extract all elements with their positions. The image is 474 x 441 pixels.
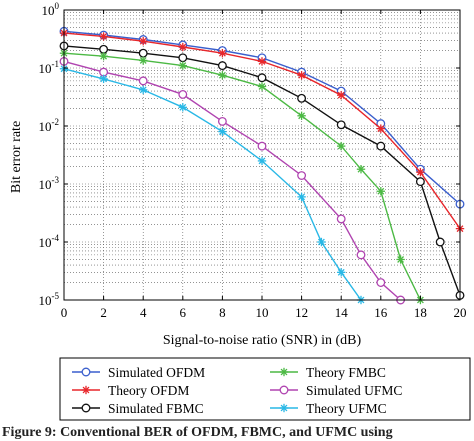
data-point (396, 255, 405, 264)
x-tick-label: 18 (414, 305, 427, 320)
data-point (178, 103, 187, 112)
data-point (297, 171, 307, 180)
legend-entry: Theory UFMC (270, 401, 387, 416)
x-tick-label: 2 (100, 305, 107, 320)
data-point (257, 73, 267, 83)
legend-entry: Simulated OFDM (72, 365, 205, 380)
y-tick-labels: 100 10-1 10-2 10-3 10-4 10-5 (39, 1, 60, 308)
legend-marker (279, 385, 289, 395)
y-tick-label: 10-1 (39, 59, 60, 76)
data-point (257, 82, 267, 91)
data-point (297, 192, 306, 202)
y-tick-label: 10-5 (39, 291, 60, 308)
y-tick-label: 100 (42, 1, 60, 18)
series-5 (59, 64, 366, 305)
data-point (415, 177, 425, 187)
data-point (297, 93, 307, 103)
data-point (376, 278, 386, 287)
data-point (337, 141, 346, 151)
legend-label: Simulated UFMC (306, 383, 402, 398)
data-point (217, 61, 227, 71)
data-point (218, 127, 227, 136)
y-tick-label: 10-4 (39, 233, 60, 250)
figure-caption: Figure 9: Conventional BER of OFDM, FBMC… (2, 425, 393, 440)
series-line (63, 68, 362, 301)
data-point (297, 111, 306, 120)
y-tick-label: 10-2 (39, 117, 60, 134)
series-line (63, 52, 422, 301)
legend-entry: Simulated FBMC (72, 401, 204, 416)
x-tick-label: 14 (335, 305, 349, 320)
data-point (356, 250, 366, 260)
x-axis-label: Signal-to-noise ratio (SNR) in (dB) (163, 333, 362, 348)
legend-box (59, 357, 471, 421)
x-tick-label: 20 (454, 305, 467, 320)
data-point (416, 167, 425, 177)
data-point (138, 76, 148, 86)
legend-label: Simulated FBMC (108, 401, 204, 416)
data-point (257, 141, 267, 151)
x-tick-label: 16 (374, 305, 388, 320)
series-line (63, 60, 402, 301)
x-tick-label: 0 (61, 305, 68, 320)
x-tick-label: 4 (140, 305, 147, 320)
series-1 (59, 28, 465, 233)
x-tick-labels: 0 2 4 6 8 10 12 14 16 18 20 (61, 305, 467, 320)
legend-marker (279, 403, 289, 413)
data-point (99, 32, 108, 41)
series-4 (59, 56, 406, 305)
series-0 (59, 26, 465, 209)
data-point (217, 116, 227, 126)
data-point (138, 48, 148, 58)
legend-marker (81, 403, 91, 413)
legend-label: Theory UFMC (306, 401, 387, 416)
legend-label: Theory FMBC (306, 365, 386, 380)
data-point (139, 56, 148, 65)
series-2 (59, 41, 465, 300)
x-tick-label: 8 (219, 305, 226, 320)
data-point (178, 42, 187, 52)
data-point (336, 214, 346, 224)
data-point (178, 89, 188, 99)
series-3 (59, 48, 425, 305)
data-point (99, 51, 108, 61)
legend-entry: Theory OFDM (72, 383, 189, 398)
series-layer (59, 26, 465, 305)
data-point (178, 61, 187, 70)
data-point (218, 71, 227, 80)
legend-marker (81, 367, 91, 377)
legend-marker (81, 385, 91, 395)
legend-entry: Theory FMBC (270, 365, 386, 380)
data-point (336, 120, 346, 130)
data-point (99, 74, 108, 84)
data-point (376, 187, 385, 196)
data-point (139, 85, 148, 95)
legend: Simulated OFDM Theory OFDM Simulated FBMC T… (59, 357, 471, 421)
x-tick-label: 12 (295, 305, 308, 320)
legend-label: Simulated OFDM (108, 365, 205, 380)
data-point (317, 237, 326, 247)
data-point (257, 156, 267, 166)
series-line (63, 45, 461, 296)
y-axis-label: Bit error rate (9, 121, 24, 193)
data-point (356, 164, 366, 174)
data-point (435, 237, 445, 247)
data-point (337, 268, 346, 277)
data-point (178, 53, 188, 63)
data-point (337, 90, 346, 100)
data-point (297, 71, 306, 80)
legend-marker (279, 367, 289, 377)
data-point (376, 124, 385, 133)
axis-ticks (63, 9, 461, 301)
legend-entry: Simulated UFMC (270, 383, 402, 398)
y-tick-label: 10-3 (39, 175, 60, 192)
data-point (218, 48, 227, 58)
data-point (139, 36, 148, 46)
legend-label: Theory OFDM (108, 383, 189, 398)
x-tick-label: 6 (180, 305, 187, 320)
data-point (376, 141, 386, 151)
data-point (257, 57, 267, 66)
x-tick-label: 10 (256, 305, 269, 320)
